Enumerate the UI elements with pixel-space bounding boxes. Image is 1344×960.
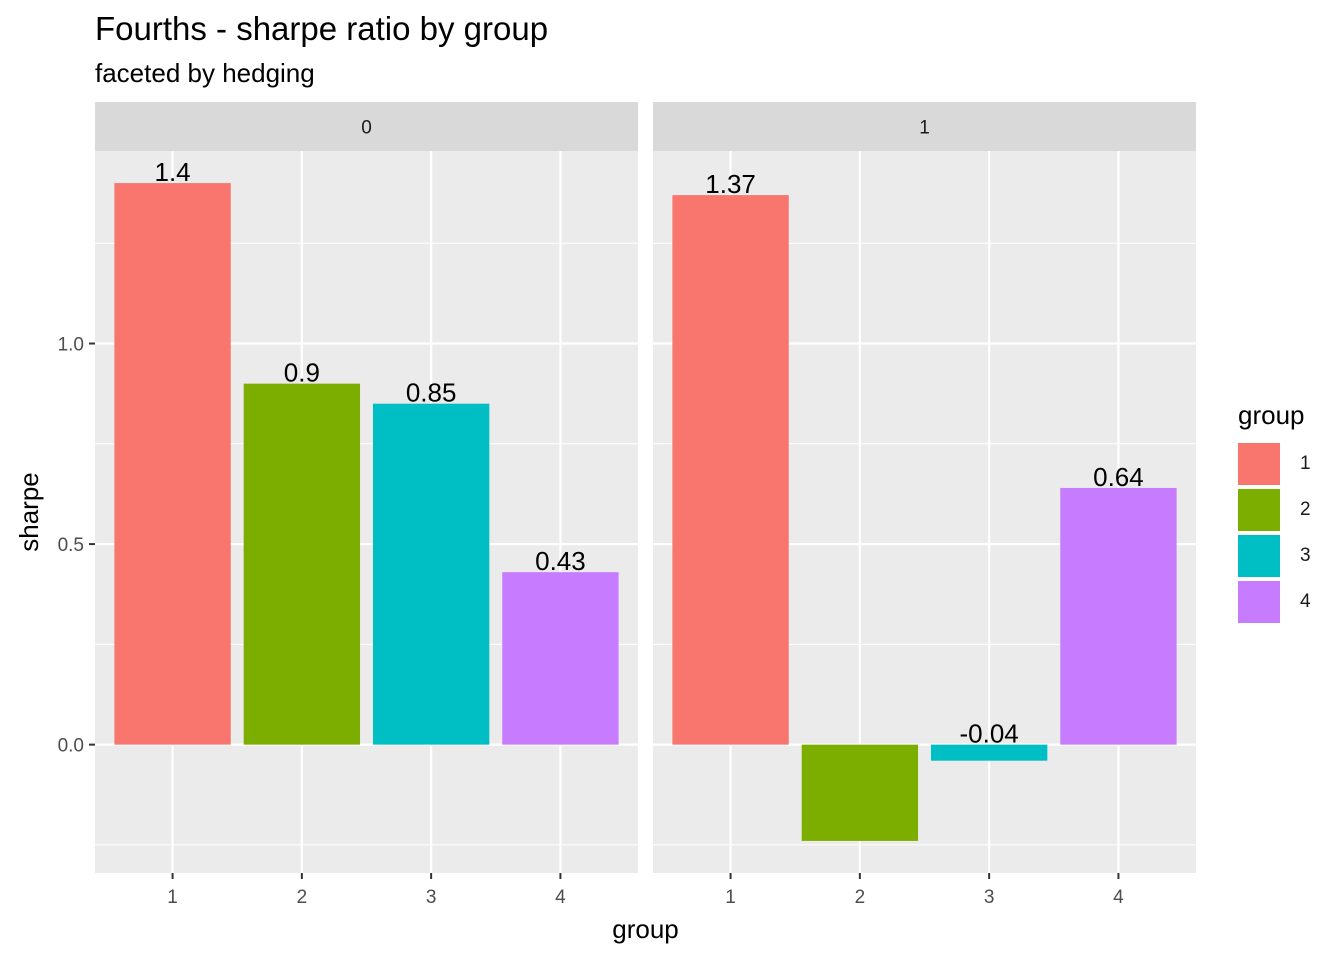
legend-item: 3: [1238, 533, 1311, 579]
x-axis-title: group: [612, 914, 679, 944]
data-label: 0.85: [406, 378, 457, 408]
x-tick-label: 3: [426, 887, 437, 908]
facet-strip-label: 1: [919, 118, 930, 139]
x-tick-label: 4: [555, 887, 566, 908]
data-label: 0.9: [284, 358, 320, 388]
chart-title: Fourths - sharpe ratio by group: [95, 10, 549, 47]
y-tick-label: 0.0: [58, 736, 84, 757]
legend-label: 2: [1300, 499, 1311, 520]
bar: [502, 572, 619, 745]
data-label: -0.04: [960, 719, 1019, 749]
bar: [801, 744, 919, 841]
legend-key: [1238, 443, 1280, 485]
x-tick-label: 2: [855, 887, 866, 908]
bar: [930, 744, 1048, 761]
data-label: 0.43: [535, 546, 586, 576]
legend-title: group: [1238, 400, 1305, 430]
legend-key: [1238, 535, 1280, 577]
data-label: 0.64: [1093, 462, 1144, 492]
facet-strip: [95, 102, 638, 151]
chart-subtitle: faceted by hedging: [95, 58, 315, 88]
x-tick-label: 4: [1113, 887, 1124, 908]
bar: [243, 383, 361, 745]
y-axis-title: sharpe: [14, 472, 44, 552]
legend-label: 1: [1300, 453, 1311, 474]
x-tick-label: 1: [167, 887, 178, 908]
x-tick-label: 2: [297, 887, 308, 908]
y-tick-label: 1.0: [58, 335, 84, 356]
facet-strip-label: 0: [361, 118, 372, 139]
data-label: 1.37: [705, 169, 756, 199]
legend-item: 2: [1238, 487, 1311, 533]
bar: [1060, 487, 1177, 745]
x-tick-label: 1: [725, 887, 736, 908]
legend-key: [1238, 489, 1280, 531]
legend: group 1 2 3 4: [1238, 400, 1311, 625]
legend-item: 1: [1238, 441, 1311, 487]
legend-label: 4: [1300, 591, 1311, 612]
y-tick-label: 0.5: [58, 535, 84, 556]
bar: [114, 183, 231, 745]
legend-key: [1238, 581, 1280, 623]
facet-strip: [653, 102, 1196, 151]
x-tick-label: 3: [984, 887, 995, 908]
data-label: 1.4: [154, 157, 190, 187]
bar: [372, 403, 490, 745]
legend-item: 4: [1238, 579, 1311, 625]
bar: [672, 195, 789, 745]
legend-label: 3: [1300, 545, 1311, 566]
